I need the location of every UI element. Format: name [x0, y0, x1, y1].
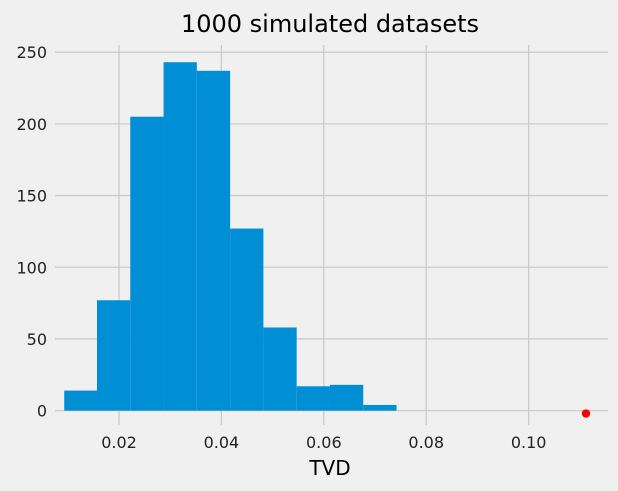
chart-title: 1000 simulated datasets — [181, 10, 479, 38]
histogram-bar — [163, 62, 197, 411]
histogram-bar — [96, 300, 131, 411]
x-tick-label: 0.06 — [306, 433, 342, 452]
observed-value-point — [581, 409, 591, 418]
histogram-bar — [296, 386, 330, 411]
y-tick-labels: 0 50 100 150 200 250 — [16, 43, 47, 420]
y-tick-label: 200 — [16, 115, 47, 134]
y-tick-label: 250 — [16, 43, 47, 62]
y-tick-label: 150 — [16, 187, 47, 206]
histogram-bar — [64, 390, 97, 411]
x-axis-label: TVD — [308, 456, 350, 480]
y-tick-label: 100 — [16, 258, 47, 277]
histogram-bar — [230, 228, 264, 411]
histogram-bars — [64, 62, 397, 411]
histogram-bar — [196, 70, 231, 411]
x-tick-label: 0.08 — [408, 433, 444, 452]
y-tick-label: 50 — [27, 330, 47, 349]
histogram-bar — [329, 384, 364, 411]
x-tick-label: 0.04 — [204, 433, 240, 452]
observed-points — [581, 409, 591, 418]
histogram-bar — [263, 327, 297, 411]
x-tick-labels: 0.02 0.04 0.06 0.08 0.10 — [101, 433, 546, 452]
histogram-bar — [363, 404, 397, 411]
histogram-bar — [130, 116, 164, 411]
x-tick-label: 0.10 — [511, 433, 547, 452]
x-tick-label: 0.02 — [101, 433, 137, 452]
y-tick-label: 0 — [37, 402, 47, 421]
